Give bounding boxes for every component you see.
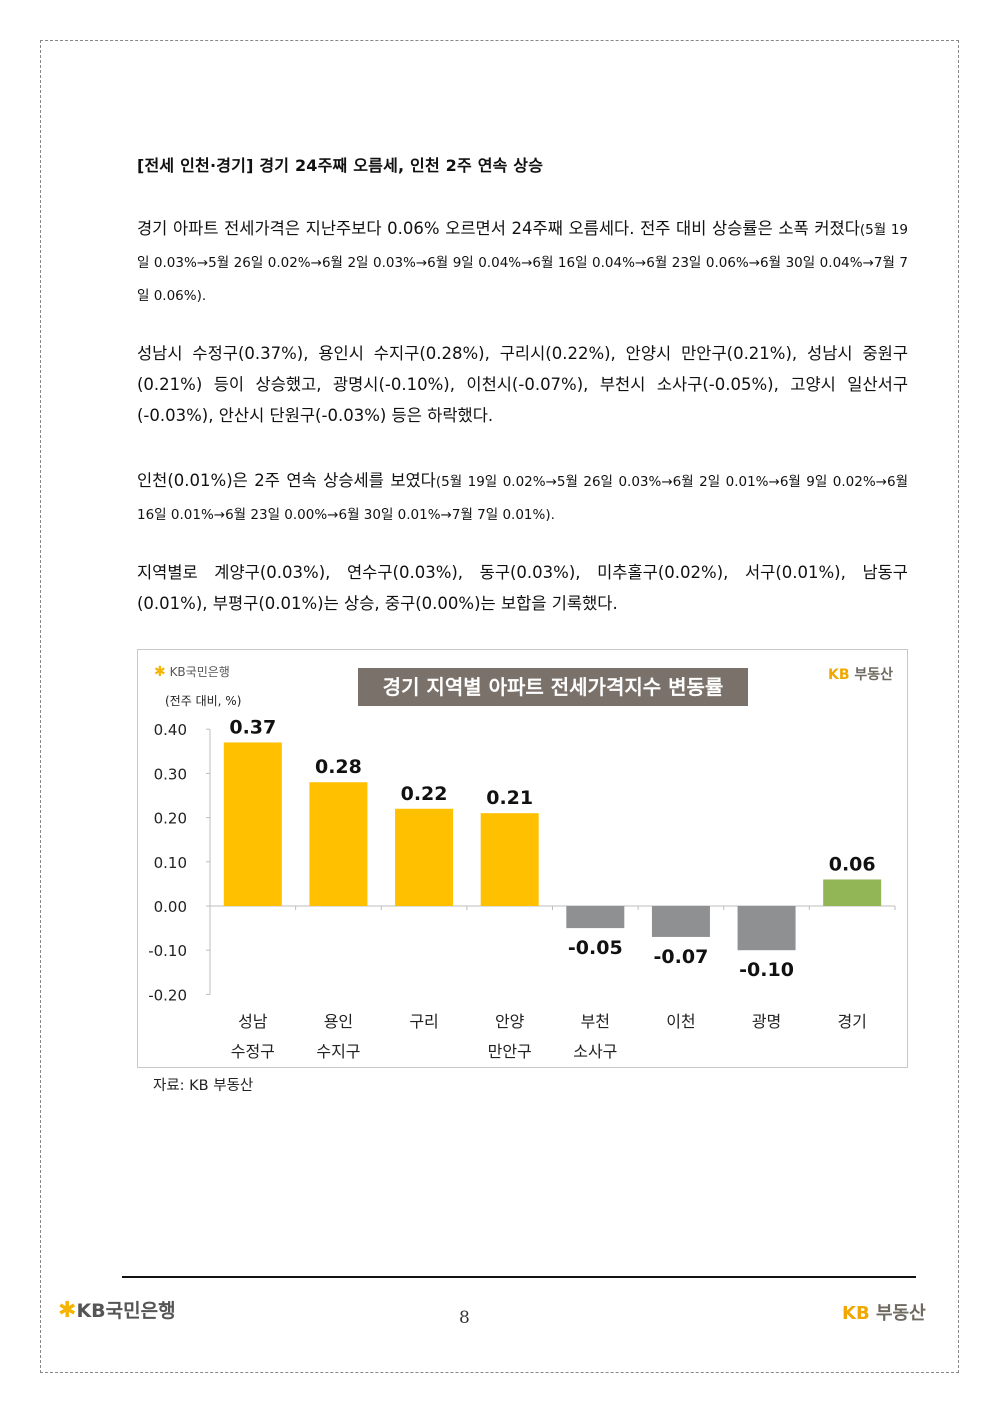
paragraph-gyeonggi-summary: 경기 아파트 전세가격은 지난주보다 0.06% 오르면서 24주째 오름세다.… <box>137 213 908 312</box>
x-tick-label-sub: 수정구 <box>231 1042 275 1061</box>
kb-mark: KB <box>828 667 850 683</box>
bar <box>823 879 882 906</box>
data-label: 0.37 <box>229 716 276 738</box>
bar <box>566 906 625 929</box>
kb-star-icon: ✱ <box>58 1298 77 1323</box>
chart-source: 자료: KB 부동산 <box>153 1078 254 1094</box>
data-label: -0.07 <box>654 946 709 968</box>
x-tick-label-sub: 수지구 <box>316 1042 360 1061</box>
y-tick-label: 0.30 <box>154 765 187 783</box>
bar <box>480 813 539 906</box>
x-tick-label: 안양 <box>495 1012 525 1031</box>
y-tick-label: -0.20 <box>148 986 187 1004</box>
bar <box>223 742 282 906</box>
x-tick-label: 광명 <box>752 1012 781 1031</box>
paragraph-detail: (5월 19일 0.03%→5월 26일 0.02%→6월 2일 0.03%→6… <box>137 222 909 304</box>
bar <box>309 782 368 906</box>
kb-mark: KB <box>842 1303 870 1324</box>
x-tick-label: 부천 <box>581 1012 610 1031</box>
x-tick-label: 용인 <box>324 1012 353 1031</box>
x-tick-label-sub: 소사구 <box>573 1042 617 1061</box>
y-tick-label: -0.10 <box>148 942 187 960</box>
data-label: 0.22 <box>401 783 448 805</box>
chart-frame <box>137 649 908 1068</box>
bar <box>395 808 454 906</box>
bar <box>737 906 796 951</box>
x-tick-label: 구리 <box>409 1012 438 1031</box>
kb-bank-name: KB국민은행 <box>169 665 230 679</box>
y-tick-label: 0.00 <box>154 898 187 916</box>
page-number: 8 <box>459 1308 470 1328</box>
paragraph-text: 경기 아파트 전세가격은 지난주보다 0.06% 오르면서 24주째 오름세다.… <box>137 219 860 238</box>
data-label: -0.10 <box>739 959 794 981</box>
paragraph-incheon-regions: 지역별로 계양구(0.03%), 연수구(0.03%), 동구(0.03%), … <box>137 563 908 613</box>
data-label: 0.28 <box>315 756 362 778</box>
realestate-name: 부동산 <box>854 667 894 683</box>
kb-realestate-logo: KB 부동산 <box>828 664 893 684</box>
chart-unit-label: (전주 대비, %) <box>165 694 242 708</box>
data-label: -0.05 <box>568 937 623 959</box>
paragraph-text: 인천(0.01%)은 2주 연속 상승세를 보였다 <box>137 471 436 490</box>
x-tick-label: 경기 <box>837 1012 866 1031</box>
bar <box>651 906 710 937</box>
section-heading: [전세 인천·경기] 경기 24주째 오름세, 인천 2주 연속 상승 <box>137 156 544 175</box>
data-label: 0.06 <box>829 853 876 875</box>
paragraph-incheon-summary: 인천(0.01%)은 2주 연속 상승세를 보였다(5월 19일 0.02%→5… <box>137 465 908 531</box>
footer-divider <box>122 1276 916 1278</box>
footer-kb-bank-logo: ✱KB국민은행 <box>58 1296 176 1323</box>
paragraph-detail: (5월 19일 0.02%→5월 26일 0.03%→6월 2일 0.01%→6… <box>137 474 908 523</box>
footer-kb-realestate-logo: KB 부동산 <box>842 1299 926 1325</box>
paragraph-regions: 성남시 수정구(0.37%), 용인시 수지구(0.28%), 구리시(0.22… <box>137 344 908 425</box>
y-tick-label: 0.40 <box>154 721 187 739</box>
x-tick-label: 성남 <box>238 1012 268 1031</box>
y-tick-label: 0.10 <box>154 854 187 872</box>
x-tick-label: 이천 <box>666 1012 695 1031</box>
chart-title: 경기 지역별 아파트 전세가격지수 변동률 <box>358 668 748 706</box>
kb-star-icon: ✱ <box>154 664 166 680</box>
realestate-name: 부동산 <box>875 1303 926 1324</box>
x-tick-label-sub: 만안구 <box>488 1042 532 1061</box>
kb-bank-logo: ✱ KB국민은행 <box>154 663 230 680</box>
kb-bank-name: KB국민은행 <box>76 1300 176 1322</box>
y-tick-label: 0.20 <box>154 810 187 828</box>
page-border <box>40 40 959 1373</box>
data-label: 0.21 <box>486 787 533 809</box>
